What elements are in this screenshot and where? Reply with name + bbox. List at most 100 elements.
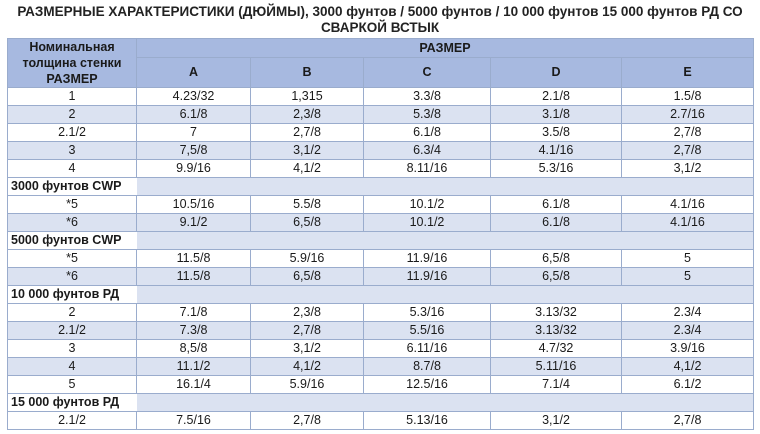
table-cell: 6.3/4 [363,141,491,160]
table-cell: 9.1/2 [136,213,251,232]
column-header-e: E [621,56,754,89]
table-row: 4 9.9/16 4,1/2 8.11/16 5.3/16 3,1/2 [7,159,754,178]
table-cell: 11.9/16 [363,249,491,268]
row-size-cell: 4 [7,159,137,178]
row-size-cell: *6 [7,213,137,232]
table-cell: 1.5/8 [621,87,754,106]
table-cell: 16.1/4 [136,375,251,394]
row-size-cell: 2.1/2 [7,411,137,430]
table-cell: 7.5/16 [136,411,251,430]
table-cell: 3,1/2 [621,159,754,178]
table-cell: 2,7/8 [621,141,754,160]
table-cell: 3.3/8 [363,87,491,106]
table-cell: 2.1/8 [490,87,622,106]
column-header-b: B [250,56,364,89]
nominal-header: Номинальная толщина стенки РАЗМЕР [7,38,137,88]
table-cell: 5 [621,267,754,286]
table-cell: 3.13/32 [490,321,622,340]
table-cell: 6,5/8 [490,249,622,268]
section-label: 15 000 фунтов РД [7,393,137,412]
table-cell: 4.1/16 [621,213,754,232]
table-cell: 8,5/8 [136,339,251,358]
table-cell: 2.3/4 [621,321,754,340]
column-header-c: C [363,56,491,89]
table-cell: 7.3/8 [136,321,251,340]
row-size-cell: 2.1/2 [7,123,137,142]
section-fill [136,285,754,304]
row-size-cell: 4 [7,357,137,376]
table-row: 3 8,5/8 3,1/2 6.11/16 4.7/32 3.9/16 [7,339,754,358]
table-cell: 3.5/8 [490,123,622,142]
table-cell: 5.11/16 [490,357,622,376]
section-row: 10 000 фунтов РД [7,285,754,304]
table-cell: 5.5/8 [250,195,364,214]
table-title: РАЗМЕРНЫЕ ХАРАКТЕРИСТИКИ (ДЮЙМЫ), 3000 ф… [17,4,743,35]
table-cell: 5.3/16 [363,303,491,322]
row-size-cell: *6 [7,267,137,286]
table-body: 1 4.23/32 1,315 3.3/8 2.1/8 1.5/8 2 6.1/8 2,3/8 5… [7,87,754,430]
table-cell: 4.7/32 [490,339,622,358]
table-cell: 3,1/2 [490,411,622,430]
section-label: 5000 фунтов CWP [7,231,137,250]
table-cell: 3,1/2 [250,141,364,160]
table-cell: 6,5/8 [250,213,364,232]
dimensions-table: Номинальная толщина стенки РАЗМЕР РАЗМЕР… [7,38,754,430]
row-size-cell: 5 [7,375,137,394]
table-cell: 10.1/2 [363,195,491,214]
table-cell: 12.5/16 [363,375,491,394]
table-cell: 7 [136,123,251,142]
table-cell: 2,7/8 [250,411,364,430]
table-cell: 9.9/16 [136,159,251,178]
table-cell: 4,1/2 [250,357,364,376]
row-size-cell: 2.1/2 [7,321,137,340]
table-cell: 6.1/8 [363,123,491,142]
column-header-a: A [136,56,251,89]
table-cell: 5.3/8 [363,105,491,124]
section-row: 15 000 фунтов РД [7,393,754,412]
row-size-cell: *5 [7,249,137,268]
table-cell: 2,7/8 [250,321,364,340]
table-cell: 3.1/8 [490,105,622,124]
section-label: 3000 фунтов CWP [7,177,137,196]
table-cell: 2.3/4 [621,303,754,322]
table-cell: 11.5/8 [136,267,251,286]
table-cell: 6.1/8 [490,195,622,214]
table-cell: 5.13/16 [363,411,491,430]
row-size-cell: 3 [7,339,137,358]
table-row: 2 7.1/8 2,3/8 5.3/16 3.13/32 2.3/4 [7,303,754,322]
table-cell: 2.7/16 [621,105,754,124]
table-cell: 7,5/8 [136,141,251,160]
table-cell: 5.5/16 [363,321,491,340]
table-cell: 2,3/8 [250,105,364,124]
table-row: 5 16.1/4 5.9/16 12.5/16 7.1/4 6.1/2 [7,375,754,394]
table-cell: 5.9/16 [250,249,364,268]
table-cell: 2,7/8 [250,123,364,142]
row-size-cell: 3 [7,141,137,160]
table-cell: 4,1/2 [621,357,754,376]
table-cell: 6,5/8 [250,267,364,286]
table-cell: 3.13/32 [490,303,622,322]
table-cell: 6,5/8 [490,267,622,286]
table-cell: 2,7/8 [621,123,754,142]
table-cell: 7.1/4 [490,375,622,394]
table-cell: 2,7/8 [621,411,754,430]
row-size-cell: *5 [7,195,137,214]
table-cell: 6.1/2 [621,375,754,394]
table-cell: 8.7/8 [363,357,491,376]
table-row: 2.1/2 7.3/8 2,7/8 5.5/16 3.13/32 2.3/4 [7,321,754,340]
table-cell: 5.3/16 [490,159,622,178]
section-fill [136,393,754,412]
table-row: *5 10.5/16 5.5/8 10.1/2 6.1/8 4.1/16 [7,195,754,214]
table-row: 2.1/2 7 2,7/8 6.1/8 3.5/8 2,7/8 [7,123,754,142]
row-size-cell: 1 [7,87,137,106]
table-cell: 4,1/2 [250,159,364,178]
table-row: *6 9.1/2 6,5/8 10.1/2 6.1/8 4.1/16 [7,213,754,232]
row-size-cell: 2 [7,105,137,124]
section-fill [136,177,754,196]
table-cell: 10.5/16 [136,195,251,214]
table-cell: 4.1/16 [621,195,754,214]
section-label: 10 000 фунтов РД [7,285,137,304]
table-cell: 7.1/8 [136,303,251,322]
table-cell: 8.11/16 [363,159,491,178]
section-row: 5000 фунтов CWP [7,231,754,250]
